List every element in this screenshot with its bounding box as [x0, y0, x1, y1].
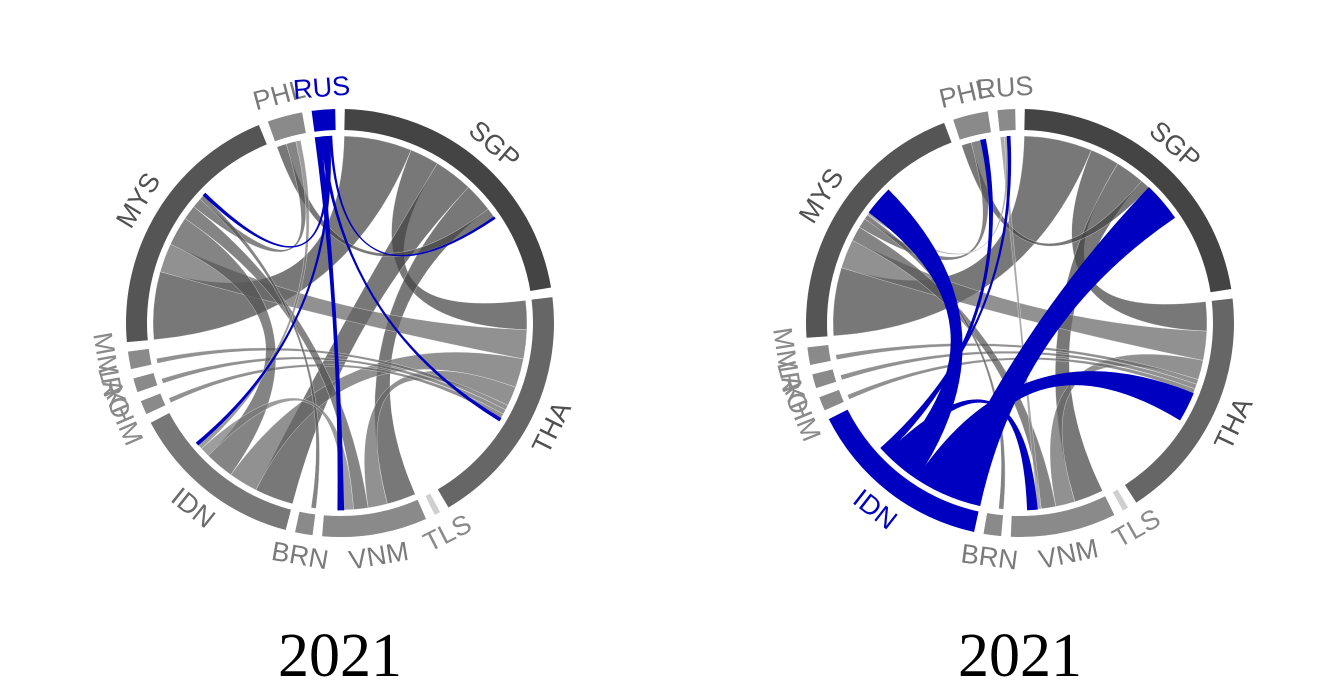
sector-arc-sgp [1024, 109, 1232, 293]
ribbon-rus-idn [195, 135, 331, 446]
sector-arc-mys [126, 124, 267, 343]
ribbon-idn-vnm [885, 399, 1038, 511]
ribbon-mys-brn [199, 195, 320, 509]
sector-arc-brn [983, 513, 1004, 537]
sector-arc-lao [133, 373, 158, 393]
ribbons [152, 135, 528, 511]
ribbon-rus-sgp [329, 135, 496, 257]
sector-arc-vnm [1010, 496, 1115, 537]
ribbon-tha-khm [847, 357, 1196, 400]
sector-arc-lao [812, 369, 837, 389]
ribbon-sgp-idn [255, 163, 469, 505]
ribbon-tha-khm [168, 364, 504, 419]
sector-arc-brn [295, 511, 316, 536]
ribbon-mys-brn [864, 214, 1006, 510]
sector-label-rus: RUS [975, 71, 1034, 105]
ribbon-tha-mys [160, 243, 528, 360]
ribbon-mys-idn [170, 218, 277, 475]
sector-arc-mmr [807, 344, 831, 365]
sector-label-brn: BRN [959, 538, 1019, 575]
year-label-left: 2021 [278, 622, 402, 681]
sector-arc-vnm [322, 499, 427, 537]
sector-arc-tls [1112, 489, 1129, 511]
sector-arc-rus [311, 109, 336, 132]
sector-arc-sgp [344, 109, 552, 292]
year-label-right: 2021 [958, 622, 1082, 681]
sector-arc-idn [150, 412, 292, 530]
sector-arc-mmr [127, 348, 152, 370]
sector-arc-tha [437, 297, 554, 508]
ribbon-idn-tha [916, 371, 1194, 494]
ribbon-idn-rus [880, 135, 1012, 451]
ribbons [832, 135, 1208, 511]
sector-arc-rus [997, 109, 1016, 132]
sector-arc-khm [819, 389, 844, 411]
sector-arc-phl [953, 111, 992, 140]
sector-label-rus: RUS [292, 71, 351, 105]
sector-arc-tls [425, 493, 441, 515]
sector-arc-phl [267, 112, 306, 142]
sector-arc-idn [828, 409, 979, 533]
sector-arc-mys [806, 122, 952, 338]
sector-arc-tha [1124, 298, 1234, 503]
sector-arc-khm [140, 393, 166, 415]
